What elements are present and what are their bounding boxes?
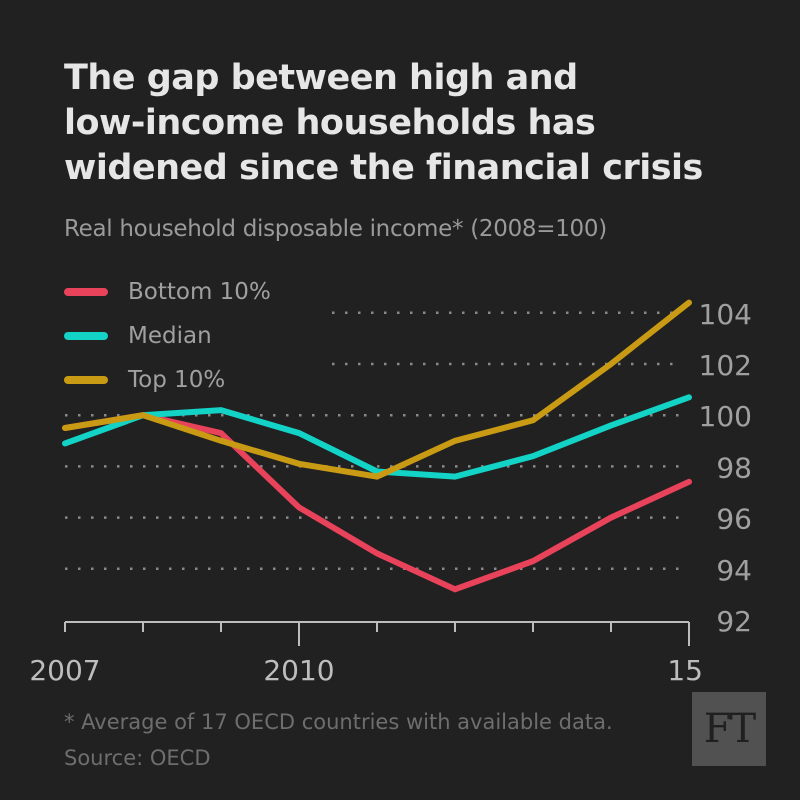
legend-swatch: [64, 288, 108, 296]
legend-swatch: [64, 332, 108, 340]
y-tick-label: 102: [699, 349, 752, 382]
y-axis: 92 94 96 98 100 102 104: [699, 298, 752, 638]
series-line-bottom-10: [62, 412, 692, 593]
y-tick-label: 96: [716, 503, 752, 536]
legend-item-top-10: Top 10%: [64, 358, 271, 402]
footnote: * Average of 17 OECD countries with avai…: [64, 710, 613, 770]
legend-swatch: [64, 376, 108, 384]
y-tick-label: 94: [716, 554, 752, 587]
series-line-top-10: [62, 299, 692, 480]
legend: Bottom 10% Median Top 10%: [64, 270, 271, 402]
x-tick-label: 2010: [263, 654, 334, 687]
y-tick-label: 98: [716, 451, 752, 484]
x-tick-label: 2007: [29, 654, 100, 687]
title-line: The gap between high and: [64, 58, 578, 98]
title-line: low-income households has: [64, 103, 596, 143]
y-tick-label: 92: [716, 605, 752, 638]
x-tick-label: 15: [667, 654, 703, 687]
series-lines: [62, 299, 692, 593]
series-line-median: [62, 394, 692, 480]
x-axis: 2007 2010 15: [29, 621, 703, 687]
legend-label: Median: [128, 323, 212, 349]
legend-item-bottom-10: Bottom 10%: [64, 270, 271, 314]
chart-subtitle: Real household disposable income* (2008=…: [64, 216, 607, 242]
legend-label: Bottom 10%: [128, 279, 271, 305]
chart-title: The gap between high and low-income hous…: [64, 56, 764, 191]
title-line: widened since the financial crisis: [64, 148, 703, 188]
ft-logo: FT: [692, 692, 766, 766]
y-tick-label: 104: [699, 298, 752, 331]
y-tick-label: 100: [699, 400, 752, 433]
legend-label: Top 10%: [128, 367, 226, 393]
legend-item-median: Median: [64, 314, 271, 358]
